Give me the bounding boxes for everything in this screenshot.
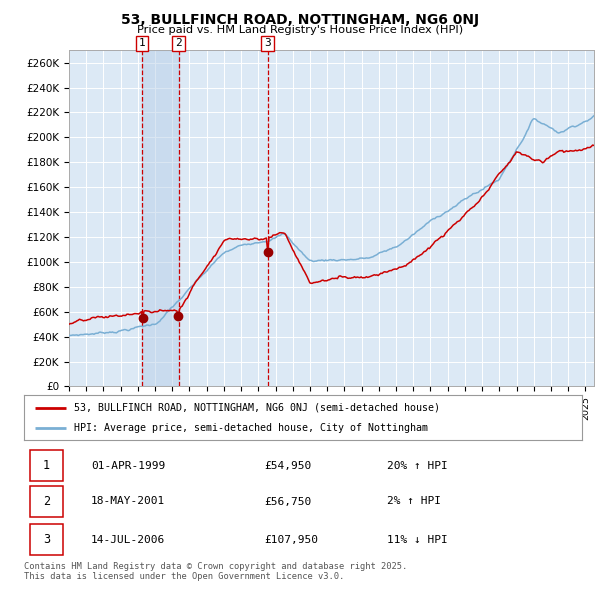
Text: 1: 1 (43, 459, 50, 472)
Text: 11% ↓ HPI: 11% ↓ HPI (387, 535, 448, 545)
Text: Price paid vs. HM Land Registry's House Price Index (HPI): Price paid vs. HM Land Registry's House … (137, 25, 463, 35)
Text: Contains HM Land Registry data © Crown copyright and database right 2025.
This d: Contains HM Land Registry data © Crown c… (24, 562, 407, 581)
Bar (142, 50, 179, 386)
Text: 2: 2 (43, 495, 50, 508)
Text: 14-JUL-2006: 14-JUL-2006 (91, 535, 165, 545)
Text: 3: 3 (264, 38, 271, 48)
FancyBboxPatch shape (29, 486, 63, 517)
Text: 18-MAY-2001: 18-MAY-2001 (91, 497, 165, 506)
Text: £54,950: £54,950 (264, 461, 311, 471)
Text: 53, BULLFINCH ROAD, NOTTINGHAM, NG6 0NJ (semi-detached house): 53, BULLFINCH ROAD, NOTTINGHAM, NG6 0NJ … (74, 403, 440, 412)
Text: £56,750: £56,750 (264, 497, 311, 506)
Text: 2: 2 (175, 38, 182, 48)
Text: HPI: Average price, semi-detached house, City of Nottingham: HPI: Average price, semi-detached house,… (74, 422, 428, 432)
Text: 20% ↑ HPI: 20% ↑ HPI (387, 461, 448, 471)
Text: £107,950: £107,950 (264, 535, 318, 545)
Text: 2% ↑ HPI: 2% ↑ HPI (387, 497, 440, 506)
Text: 53, BULLFINCH ROAD, NOTTINGHAM, NG6 0NJ: 53, BULLFINCH ROAD, NOTTINGHAM, NG6 0NJ (121, 13, 479, 27)
Text: 1: 1 (139, 38, 146, 48)
FancyBboxPatch shape (29, 524, 63, 555)
Text: 01-APR-1999: 01-APR-1999 (91, 461, 165, 471)
FancyBboxPatch shape (29, 450, 63, 481)
Text: 3: 3 (43, 533, 50, 546)
